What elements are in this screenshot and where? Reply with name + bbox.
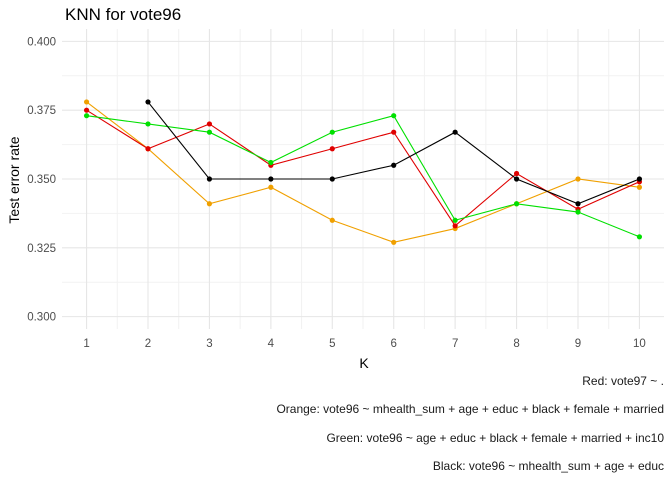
y-tick-label: 0.400 xyxy=(27,36,56,48)
data-point xyxy=(391,113,397,119)
caption-line-black: Black: vote96 ~ mhealth_sum + age + educ xyxy=(432,459,664,473)
data-point xyxy=(268,159,274,166)
y-axis-tick-labels: 0.300 0.325 0.350 0.375 0.400 xyxy=(27,36,56,323)
y-axis-label: Test error rate xyxy=(6,136,22,223)
x-tick-label: 8 xyxy=(513,338,519,350)
data-point xyxy=(513,176,520,182)
data-point xyxy=(83,99,90,105)
data-point xyxy=(452,217,458,223)
data-point xyxy=(452,223,458,229)
data-point xyxy=(329,217,335,223)
data-point xyxy=(575,176,581,182)
data-point xyxy=(575,209,581,215)
x-tick-label: 9 xyxy=(575,338,581,350)
data-point xyxy=(452,129,458,135)
data-point xyxy=(83,113,90,119)
data-point xyxy=(268,176,274,182)
data-point xyxy=(206,121,213,127)
data-point xyxy=(636,184,643,190)
data-point xyxy=(206,176,213,182)
data-point xyxy=(391,129,397,135)
data-point xyxy=(636,234,643,240)
data-point xyxy=(145,99,151,105)
data-point xyxy=(206,201,213,207)
data-point xyxy=(206,129,213,135)
series-lines xyxy=(86,101,640,243)
caption-line-green: Green: vote96 ~ age + educ + black + fem… xyxy=(326,431,664,445)
x-axis-label: K xyxy=(359,355,369,371)
major-gridlines xyxy=(62,29,664,329)
x-tick-label: 7 xyxy=(452,338,458,350)
data-point xyxy=(329,146,335,152)
data-point xyxy=(575,201,581,207)
data-point xyxy=(391,239,397,245)
x-tick-label: 2 xyxy=(145,338,151,350)
chart-title: KNN for vote96 xyxy=(65,5,182,24)
x-tick-label: 3 xyxy=(206,338,212,350)
data-point xyxy=(145,121,151,127)
data-point xyxy=(329,129,335,135)
y-tick-label: 0.375 xyxy=(27,105,56,117)
y-tick-label: 0.300 xyxy=(27,312,56,324)
caption-line-orange: Orange: vote96 ~ mhealth_sum + age + edu… xyxy=(276,402,664,416)
series-line-2 xyxy=(86,115,640,238)
data-point xyxy=(391,162,397,168)
x-tick-label: 6 xyxy=(391,338,397,350)
x-tick-label: 5 xyxy=(329,338,335,350)
data-point xyxy=(513,170,520,177)
x-tick-label: 10 xyxy=(633,338,646,350)
data-point xyxy=(268,184,274,190)
data-point xyxy=(636,176,643,182)
x-tick-label: 4 xyxy=(268,338,275,350)
series-points xyxy=(83,99,643,245)
data-point xyxy=(145,146,151,152)
y-tick-label: 0.325 xyxy=(27,243,56,255)
x-tick-label: 1 xyxy=(83,338,89,350)
caption-line-red: Red: vote97 ~ . xyxy=(582,374,664,388)
x-axis-tick-labels: 1 2 3 4 5 6 7 8 9 10 xyxy=(83,338,645,350)
data-point xyxy=(83,107,90,113)
data-point xyxy=(513,201,520,207)
y-tick-label: 0.350 xyxy=(27,174,56,186)
data-point xyxy=(329,176,335,182)
